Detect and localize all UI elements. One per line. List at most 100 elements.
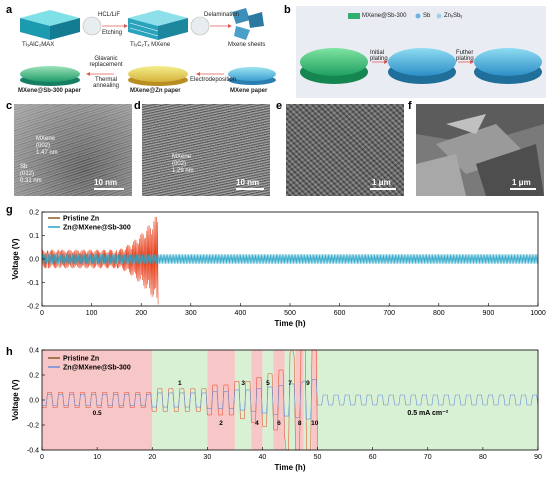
sem-image-e: 1 μm (286, 104, 404, 196)
chart-h-axes: 0 10 20 30 40 50 60 70 80 90 -0.4 -0.2 0.0 0.2 0.4 Time… (11, 348, 542, 473)
x-tick-label: 900 (483, 310, 495, 317)
x-tick-label: 70 (424, 454, 432, 461)
x-tick-label: 80 (479, 454, 487, 461)
series-zn-mxene-sb (41, 254, 538, 264)
y-tick-label: -0.2 (27, 304, 39, 311)
rate-label: 8 (298, 420, 302, 427)
mxene-sheets-icon (232, 8, 264, 40)
x-tick-label: 1000 (530, 310, 546, 317)
zn-paper-disk (128, 66, 188, 86)
disk-further-plated (474, 48, 542, 84)
disk-initial (300, 48, 368, 84)
y-tick-label: -0.4 (27, 448, 39, 455)
rate-label: 7 (288, 380, 292, 387)
x-tick-label: 60 (369, 454, 377, 461)
label-hcl: HCL/LiF (98, 12, 121, 18)
x-tick-label: 0 (40, 310, 44, 317)
rate-label: 1 (178, 380, 182, 387)
x-tick-label: 300 (185, 310, 197, 317)
x-tick-label: 800 (433, 310, 445, 317)
c-scalebar (94, 188, 124, 190)
chart-g-axes: 0 100 200 300 400 500 600 700 800 900 1000 -0.2 -0.1… (11, 210, 546, 329)
x-axis-label: Time (h) (275, 463, 306, 472)
legend-znsb-dot (436, 13, 442, 19)
label-galvanic: Glavanic replacement (89, 56, 123, 68)
rate-zone (317, 350, 538, 450)
panel-label-d: d (134, 100, 141, 112)
x-tick-label: 200 (135, 310, 147, 317)
legend-sb-dot (415, 13, 421, 19)
c-scale-label: 10 nm (94, 178, 118, 187)
sb-paper-disk (20, 66, 80, 86)
panel-label-f: f (408, 100, 412, 112)
legend-znsb-label: ZnₓSbᵧ (444, 13, 463, 19)
x-tick-label: 30 (203, 454, 211, 461)
tem-image-c: MXene (002) 1.47 nm Sb (012) 0.31 nm 10 … (14, 104, 132, 196)
f-scalebar (510, 188, 536, 190)
y-tick-label: -0.2 (27, 423, 39, 430)
rate-zone (312, 350, 318, 450)
chart-g-legend: Pristine Zn Zn@MXene@Sb-300 (48, 216, 131, 232)
legend-label-composite: Zn@MXene@Sb-300 (63, 225, 131, 232)
label-initial-plating: Initial plating (370, 50, 388, 62)
legend-mxene-swatch (348, 13, 360, 19)
rate-label: 3 (241, 380, 245, 387)
x-tick-label: 10 (93, 454, 101, 461)
x-axis-label: Time (h) (275, 319, 306, 328)
y-tick-label: 0.0 (29, 257, 39, 264)
x-tick-label: 50 (314, 454, 322, 461)
d-scale-label: 10 nm (236, 178, 260, 187)
rate-label: 10 (311, 420, 319, 427)
c-sb-plane: (012) (20, 171, 35, 177)
label-sb-paper: MXene@Sb-300 paper (18, 88, 81, 94)
x-tick-label: 700 (383, 310, 395, 317)
tem-image-d: MXene (002) 1.29 nm 10 nm (142, 104, 270, 196)
rate-label: 0.5 mA cm⁻² (407, 410, 448, 417)
legend-label-pristine: Pristine Zn (63, 356, 99, 363)
y-axis-label: Voltage (V) (11, 238, 20, 280)
legend-sb-label: Sb (423, 13, 431, 19)
panel-label-e: e (276, 100, 283, 112)
x-tick-label: 0 (40, 454, 44, 461)
y-axis-label: Voltage (V) (11, 379, 20, 421)
label-sheets: Mxene sheets (228, 42, 266, 48)
legend-label-pristine: Pristine Zn (63, 216, 99, 223)
chart-h-rate-labels: 0.5 1 2 3 4 5 6 7 8 9 10 0.5 mA cm⁻² (93, 380, 449, 427)
chart-h-plot-area (42, 349, 539, 451)
x-tick-label: 500 (284, 310, 296, 317)
d-scalebar (236, 188, 264, 190)
rate-zone (262, 350, 274, 450)
y-tick-label: 0.2 (29, 373, 39, 380)
label-electrodeposition: Electrodeposition (190, 77, 237, 83)
c-sb-spacing: 0.31 nm (20, 178, 42, 184)
disk-plated (388, 48, 456, 84)
x-tick-label: 100 (86, 310, 98, 317)
rate-zone (273, 350, 285, 450)
e-scale-label: 1 μm (372, 178, 391, 187)
panel-label-h: h (6, 346, 13, 358)
rate-zone (234, 350, 252, 450)
label-mxene: Ti₃C₂Tₓ MXene (130, 42, 171, 48)
d-mxene-plane: (002) (172, 161, 187, 167)
x-tick-label: 400 (235, 310, 247, 317)
sem-image-f: 1 μm (416, 104, 544, 196)
series-zn-mxene-sb (42, 379, 539, 420)
mxene-zoom-circle (190, 16, 210, 36)
y-tick-label: 0.4 (29, 348, 39, 355)
chart-g: 0 100 200 300 400 500 600 700 800 900 1000 -0.2 -0.1… (11, 210, 546, 329)
panel-b-schematic: MXene@Sb-300 Sb ZnₓSbᵧ Initial plating F… (296, 6, 546, 98)
rate-zone (295, 350, 304, 450)
label-thermal: Thermal annealing (92, 77, 120, 89)
rate-zone (207, 350, 235, 450)
rate-label: 2 (219, 420, 223, 427)
y-tick-label: 0.0 (29, 398, 39, 405)
rate-label: 6 (277, 420, 281, 427)
c-sb-label: Sb (20, 164, 28, 170)
rate-zone (303, 350, 313, 450)
panel-label-g: g (6, 204, 13, 216)
sem-f-flakes (416, 104, 544, 196)
chart-h-zones (42, 350, 538, 450)
mxene-paper-disk (228, 67, 276, 85)
c-mxene-spacing: 1.47 nm (36, 150, 58, 156)
panel-b-svg (300, 13, 542, 84)
